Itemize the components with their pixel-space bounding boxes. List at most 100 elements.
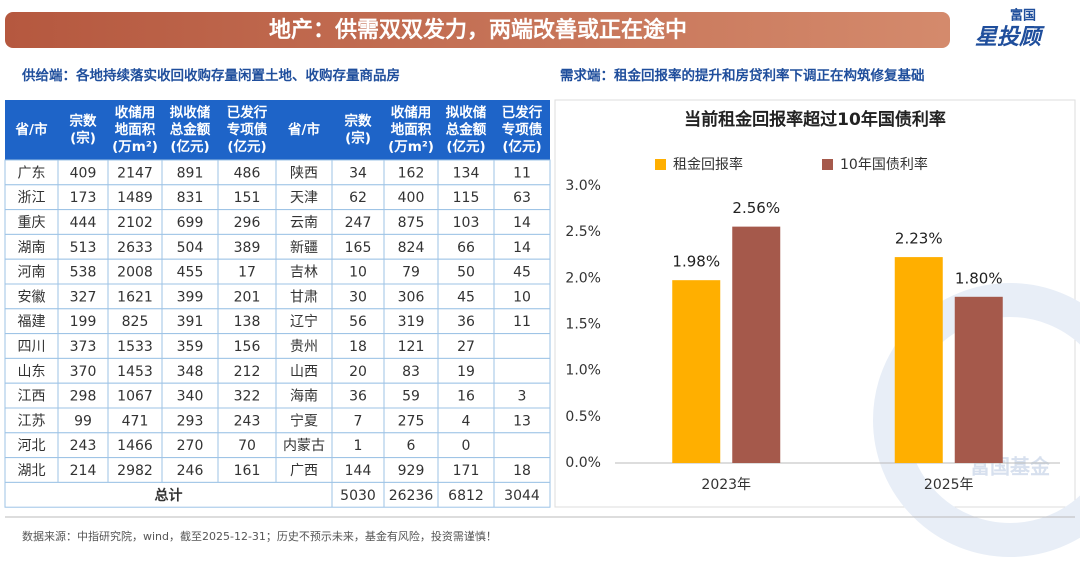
table-header-cell: 省/市 (15, 121, 48, 138)
table-cell: 471 (122, 413, 149, 429)
table-cell: 2102 (117, 215, 153, 231)
table-cell: 359 (177, 339, 204, 355)
table-total-row (4, 481, 551, 508)
table-header-cell: (万m²) (388, 139, 434, 155)
table-cell: 199 (70, 314, 97, 330)
table-cell: 1621 (117, 289, 153, 305)
footer: 数据来源：中指研究院，wind，截至2025-12-31；历史不预示未来，基金有… (22, 529, 497, 543)
table-cell: 3 (518, 389, 527, 405)
table-cell: 103 (453, 215, 480, 231)
table-total-cell: 3044 (504, 488, 540, 504)
table-cell: 246 (177, 463, 204, 479)
right-subtitle: 需求端：租金回报率的提升和房贷利率下调正在构筑修复基础 (560, 67, 925, 84)
table-cell: 19 (457, 364, 475, 380)
table-cell: 重庆 (18, 215, 46, 231)
table-header-cell: 拟收储 (446, 104, 487, 121)
table-cell: 14 (513, 240, 531, 256)
table-cell: 10 (513, 289, 531, 305)
table-header-cell: 省/市 (287, 121, 320, 138)
table-cell: 486 (234, 165, 261, 181)
table-cell: 广东 (18, 165, 46, 181)
table-cell: 36 (457, 314, 475, 330)
table-cell: 甘肃 (290, 289, 318, 305)
table-cell: 891 (177, 165, 204, 181)
table-header-cell: (万m²) (112, 139, 158, 155)
table-cell: 824 (398, 240, 425, 256)
table-total-cell: 6812 (448, 488, 484, 504)
table-cell: 江西 (18, 389, 46, 405)
table-cell: 455 (177, 265, 204, 281)
table-cell: 四川 (18, 339, 46, 355)
table-cell: 115 (453, 190, 480, 206)
table-cell: 河北 (18, 438, 46, 454)
bar (672, 280, 721, 463)
logo-top: 富国 (1010, 8, 1036, 24)
table-cell: 14 (513, 215, 531, 231)
table-cell: 4 (462, 413, 471, 429)
table-cell: 171 (453, 463, 480, 479)
table-header-cell: 已发行 (227, 104, 268, 121)
table-cell: 45 (513, 265, 531, 281)
table-cell: 173 (70, 190, 97, 206)
header-title: 地产：供需双双发力，两端改善或正在途中 (269, 17, 687, 43)
table-cell: 293 (177, 413, 204, 429)
table-header-cell: 拟收储 (170, 104, 211, 121)
table-cell: 湖南 (18, 240, 46, 256)
table-cell: 山西 (290, 364, 318, 380)
table-cell: 宁夏 (290, 412, 318, 429)
y-tick-label: 3.0% (565, 178, 601, 194)
table-cell: 70 (238, 438, 256, 454)
table-header-cell: 专项债 (227, 121, 268, 138)
legend-swatch (655, 159, 666, 170)
table-cell: 444 (70, 215, 97, 231)
y-tick-label: 1.5% (565, 317, 601, 333)
table-cell: 浙江 (18, 190, 46, 206)
table-cell: 134 (453, 165, 480, 181)
bar-value-label: 2.23% (895, 230, 943, 248)
table-cell: 云南 (290, 215, 318, 231)
table-header-cell: (宗) (345, 130, 371, 147)
left-subtitle: 供给端：各地持续落实收回收购存量闲置土地、收购存量商品房 (21, 67, 400, 84)
table-cell: 62 (349, 190, 367, 206)
table-cell: 340 (177, 389, 204, 405)
table-cell: 275 (398, 413, 425, 429)
table-cell: 831 (177, 190, 204, 206)
table-header-cell: (亿元) (502, 138, 541, 155)
table-cell: 河南 (18, 265, 46, 281)
table-cell: 162 (398, 165, 425, 181)
legend-label: 租金回报率 (673, 156, 743, 173)
bar-value-label: 2.56% (732, 199, 780, 217)
table-cell: 391 (177, 314, 204, 330)
table-cell: 安徽 (18, 289, 46, 305)
table-cell: 新疆 (290, 240, 318, 256)
table-header-cell: 宗数 (345, 113, 372, 130)
watermark-ring (873, 283, 1080, 557)
y-tick-label: 1.0% (565, 363, 601, 379)
table-cell: 27 (457, 339, 475, 355)
table-cell: 929 (398, 463, 425, 479)
table-header-cell: (亿元) (227, 138, 266, 155)
table-cell: 45 (457, 289, 475, 305)
table-cell: 1 (354, 438, 363, 454)
table-cell: 11 (513, 314, 531, 330)
logo-main: 星投顾 (975, 25, 1045, 50)
table-cell: 内蒙古 (283, 438, 325, 454)
table-cell: 538 (70, 265, 97, 281)
table-header-cell: 专项债 (502, 121, 543, 138)
table-cell: 2008 (117, 265, 153, 281)
table-cell: 99 (74, 413, 92, 429)
x-tick-label: 2023年 (701, 477, 751, 493)
table-header-cell: 地面积 (391, 121, 432, 138)
table-cell: 吉林 (290, 265, 318, 281)
table-cell: 513 (70, 240, 97, 256)
x-tick-label: 2025年 (924, 477, 974, 493)
table-header-cell: 已发行 (502, 104, 543, 121)
bar-value-label: 1.98% (672, 253, 720, 271)
table-total-label: 总计 (155, 487, 183, 504)
table-cell: 151 (234, 190, 261, 206)
header-bar (5, 12, 950, 48)
table-header-cell: 地面积 (115, 121, 156, 138)
table-cell: 298 (70, 389, 97, 405)
table-cell: 海南 (290, 389, 318, 405)
table-cell: 7 (354, 413, 363, 429)
